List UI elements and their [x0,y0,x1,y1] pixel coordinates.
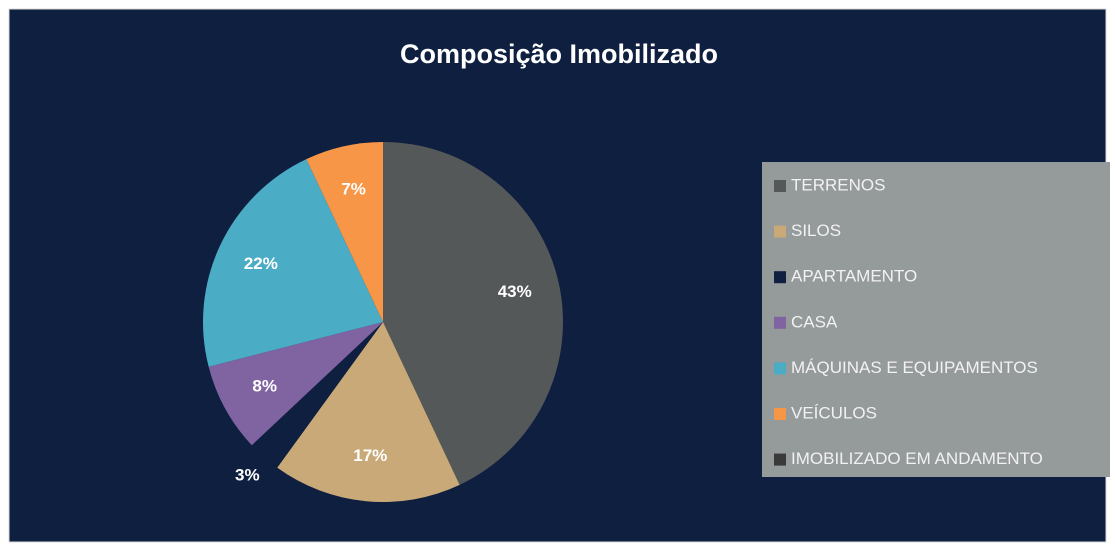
data-label: 22% [244,254,278,273]
legend-label: SILOS [791,221,841,240]
data-label: 7% [341,180,366,199]
pie-slice [306,142,383,322]
legend-label: VEÍCULOS [791,403,877,422]
legend-label: CASA [791,312,838,331]
chart-title: Composição Imobilizado [400,39,718,69]
legend-swatch [774,316,786,329]
legend-label: APARTAMENTO [791,267,917,286]
legend-swatch [774,453,786,466]
legend-label: TERRENOS [791,175,885,194]
legend-swatch [774,225,786,238]
legend-label: MÁQUINAS E EQUIPAMENTOS [791,358,1038,377]
pie-slice [203,159,383,367]
data-label: 43% [498,282,532,301]
legend-swatch [774,362,786,375]
legend-box [762,162,1110,477]
data-label: 3% [235,465,260,484]
legend-swatch [774,408,786,420]
pie-slice [277,322,460,502]
pie-slice [383,142,563,485]
legend-swatch [774,180,786,192]
legend-swatch [774,271,786,284]
legend-label: IMOBILIZADO EM ANDAMENTO [791,449,1043,468]
pie-slice [208,322,383,446]
data-label: 8% [252,377,277,396]
pie-slice [251,322,383,468]
data-label: 17% [353,446,387,465]
